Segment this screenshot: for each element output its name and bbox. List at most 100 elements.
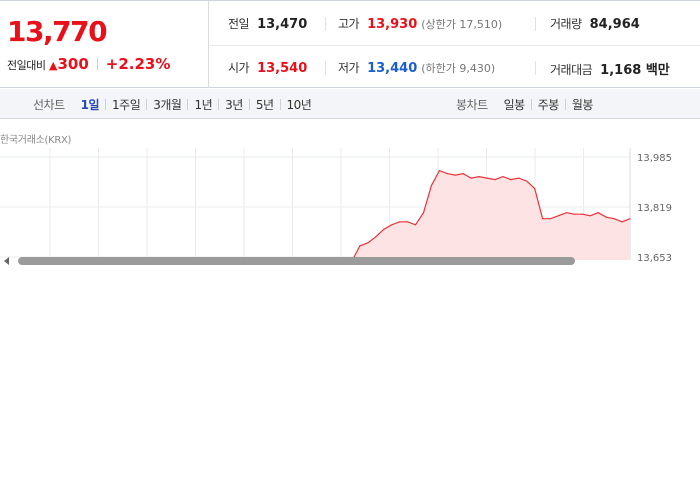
stats-row-divider [210, 45, 700, 46]
price-point [375, 236, 377, 238]
period-divider [146, 98, 148, 110]
period-divider [248, 98, 250, 110]
change-label: 전일대비 [7, 59, 46, 72]
price-point [573, 213, 576, 215]
prev-close-label: 전일 [228, 17, 250, 31]
price-point [383, 228, 385, 230]
price-point [422, 212, 425, 214]
scroll-left-arrow-icon[interactable] [4, 257, 9, 265]
price-point [510, 179, 512, 181]
current-price: 13,770 [7, 15, 108, 48]
price-point [359, 245, 361, 247]
price-point [542, 218, 544, 220]
price-point [399, 221, 401, 223]
stat-divider [325, 61, 326, 75]
candle-divider [530, 98, 532, 110]
change-amount: 300 [57, 55, 89, 73]
period-5y[interactable]: 5년 [255, 97, 274, 112]
open-label: 시가 [228, 61, 250, 75]
price-point [518, 177, 520, 179]
scroll-thumb[interactable] [18, 257, 575, 265]
price-point [557, 215, 560, 217]
candle-divider [564, 98, 566, 110]
price-chart-svg: 13,985 13,819 13,653 [0, 148, 672, 264]
price-point [613, 218, 615, 220]
prev-close-value: 13,470 [257, 17, 308, 32]
quote-stats: 전일 13,470 고가 13,930 (상한가 17,510) 거래량 84,964 … [210, 1, 700, 88]
stat-divider [325, 17, 326, 31]
chart-scrollbar[interactable] [0, 254, 700, 268]
price-point [502, 176, 504, 178]
price-point [581, 213, 583, 215]
period-divider [218, 98, 220, 110]
price-point [526, 180, 528, 182]
quote-panel: 13,770 전일대비 ▲300 +2.23% 전일 13,470 고가 13,93… [0, 0, 700, 88]
price-change-row: 전일대비 ▲300 +2.23% [7, 55, 170, 73]
candle-weekly[interactable]: 주봉 [537, 97, 560, 112]
stat-prev-close: 전일 13,470 [228, 15, 307, 32]
high-value: 13,930 [367, 17, 418, 32]
price-point [407, 221, 409, 223]
period-divider [187, 98, 189, 110]
line-chart-label: 선차트 [33, 97, 65, 112]
price-point [430, 185, 432, 187]
period-3y[interactable]: 3년 [225, 97, 243, 112]
price-line [351, 169, 631, 262]
price-point [438, 170, 440, 172]
stat-divider [535, 61, 536, 75]
price-point [629, 218, 631, 220]
line-chart-periods: 선차트 1일 1주일 3개월 1년 3년 5년 10년 [33, 89, 317, 119]
chart-toolbar: 선차트 1일 1주일 3개월 1년 3년 5년 10년 봉차트 일봉 주봉 월봉 [0, 89, 700, 119]
price-point [446, 173, 448, 175]
price-point [589, 215, 591, 217]
price-point [470, 177, 472, 179]
price-point [454, 174, 456, 176]
change-rate: +2.23% [105, 55, 171, 73]
period-1d[interactable]: 1일 [80, 97, 100, 112]
open-value: 13,540 [257, 61, 308, 76]
price-point [534, 188, 536, 190]
candle-monthly[interactable]: 월봉 [571, 97, 594, 112]
period-divider [105, 98, 107, 110]
high-label: 고가 [338, 17, 360, 31]
period-1y[interactable]: 1년 [194, 97, 213, 112]
price-point [391, 224, 393, 226]
change-divider [97, 58, 99, 70]
volume-value: 84,964 [589, 17, 640, 32]
y-tick-label: 13,819 [637, 203, 672, 214]
current-price-box: 13,770 전일대비 ▲300 +2.23% [0, 1, 209, 88]
lower-limit: (하한가 9,430) [421, 62, 496, 75]
period-1w[interactable]: 1주일 [112, 97, 141, 112]
y-tick-label: 13,653 [637, 253, 672, 264]
price-point [597, 212, 599, 214]
price-point [486, 177, 488, 179]
period-3m[interactable]: 3개월 [153, 97, 182, 112]
price-point [462, 173, 464, 175]
price-point [478, 176, 480, 178]
up-triangle-icon: ▲ [48, 59, 58, 72]
period-10y[interactable]: 10년 [286, 97, 312, 112]
intraday-chart: 한국거래소(KRX) 13,985 13,819 13,653 [0, 120, 700, 268]
stat-low: 저가 13,440 (하한가 9,430) [338, 59, 495, 76]
stat-high: 고가 13,930 (상한가 17,510) [338, 15, 502, 32]
volume-label: 거래량 [550, 17, 582, 31]
chart-source: 한국거래소(KRX) [0, 135, 72, 146]
stat-open: 시가 13,540 [228, 59, 307, 76]
stat-divider [535, 17, 536, 31]
price-area-fill [352, 170, 630, 261]
period-divider [279, 98, 281, 110]
candle-daily[interactable]: 일봉 [503, 97, 526, 112]
candle-chart-periods: 봉차트 일봉 주봉 월봉 [456, 89, 599, 119]
price-point [605, 216, 607, 218]
trade-amount-value: 1,168 백만 [600, 63, 670, 78]
stat-volume: 거래량 84,964 [550, 15, 640, 32]
stat-trade-amount: 거래대금 1,168 백만 [550, 59, 670, 78]
y-tick-label: 13,985 [637, 153, 672, 164]
price-point [494, 179, 496, 181]
price-point [621, 221, 623, 223]
price-point [414, 224, 417, 226]
price-point [550, 218, 552, 220]
candle-chart-label: 봉차트 [456, 97, 488, 112]
upper-limit: (상한가 17,510) [421, 18, 503, 31]
low-label: 저가 [338, 61, 360, 75]
